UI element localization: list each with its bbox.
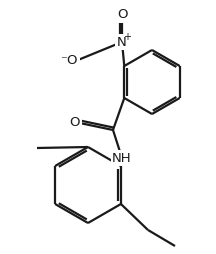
Text: O: O (117, 8, 127, 22)
Text: N: N (117, 36, 127, 49)
Text: NH: NH (112, 151, 132, 165)
Text: O: O (70, 116, 80, 129)
Text: +: + (123, 32, 131, 42)
Text: ⁻O: ⁻O (60, 54, 78, 67)
